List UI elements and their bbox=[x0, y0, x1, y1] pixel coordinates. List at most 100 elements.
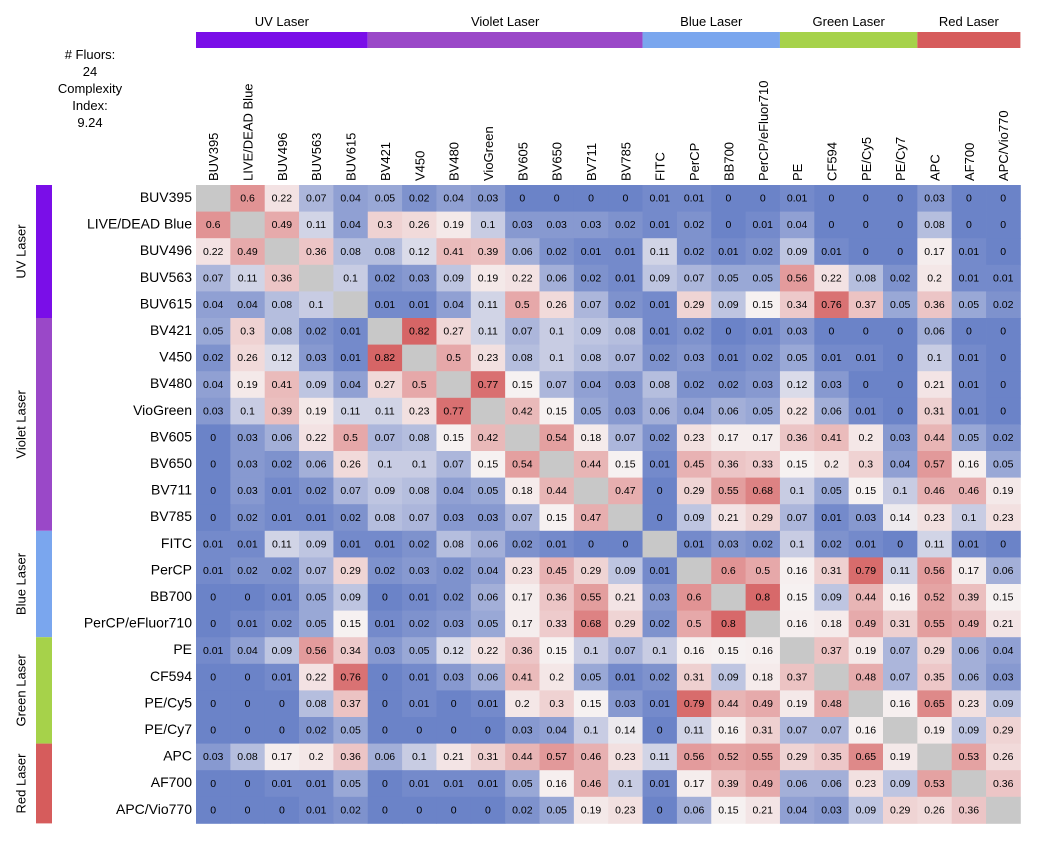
cell-value-label: 0 bbox=[382, 671, 388, 683]
heatmap-cell bbox=[917, 796, 953, 824]
heatmap-cell bbox=[608, 371, 643, 399]
heatmap-cell bbox=[470, 637, 506, 665]
cell-value-label: 0 bbox=[897, 326, 903, 338]
cell-value-label: 0.01 bbox=[306, 512, 327, 524]
cell-value-label: 0.12 bbox=[409, 246, 430, 258]
cell-value-label: 0.07 bbox=[890, 645, 911, 657]
column-label: AF700 bbox=[962, 143, 977, 181]
heatmap-cell bbox=[608, 477, 643, 505]
cell-value-label: 0.02 bbox=[581, 272, 602, 284]
cell-value-label: 0.01 bbox=[409, 671, 430, 683]
heatmap-cell bbox=[470, 504, 506, 532]
cell-value-label: 0.07 bbox=[615, 352, 636, 364]
heatmap-cell bbox=[333, 318, 369, 345]
heatmap-cell bbox=[470, 238, 506, 266]
heatmap-cell bbox=[539, 344, 575, 372]
heatmap-cell bbox=[402, 796, 437, 824]
heatmap-cell bbox=[539, 238, 575, 266]
heatmap-cell bbox=[573, 264, 609, 292]
heatmap-cell bbox=[986, 796, 1021, 824]
cell-value-label: 0.01 bbox=[959, 379, 980, 391]
heatmap-cell bbox=[951, 743, 987, 771]
cell-value-label: 0.23 bbox=[615, 804, 636, 816]
heatmap-cell bbox=[608, 530, 643, 558]
heatmap-cell bbox=[436, 743, 472, 771]
heatmap-cell bbox=[436, 211, 472, 239]
heatmap-cell bbox=[745, 504, 781, 532]
heatmap-cell bbox=[986, 211, 1021, 239]
cell-value-label: 0.76 bbox=[821, 299, 842, 311]
cell-value-label: 0.36 bbox=[340, 751, 361, 763]
cell-value-label: 0.01 bbox=[821, 352, 842, 364]
heatmap-cell bbox=[264, 238, 300, 266]
cell-value-label: 0.26 bbox=[993, 751, 1014, 763]
heatmap-cell bbox=[573, 743, 609, 771]
cell-value-label: 0.01 bbox=[650, 459, 671, 471]
heatmap-cell bbox=[230, 610, 266, 638]
row-label: PerCP/eFluor710 bbox=[84, 615, 192, 631]
cell-value-label: 0.03 bbox=[615, 405, 636, 417]
cell-value-label: 0.01 bbox=[546, 538, 567, 550]
cell-value-label: 0.6 bbox=[240, 193, 255, 205]
cell-value-label: 0 bbox=[657, 512, 663, 524]
cell-value-label: 0.19 bbox=[856, 645, 877, 657]
heatmap-cell bbox=[402, 344, 437, 372]
heatmap-cell bbox=[196, 557, 231, 585]
cell-value-label: 0 bbox=[829, 193, 835, 205]
heatmap-cell bbox=[196, 211, 231, 239]
heatmap-cell bbox=[333, 451, 369, 478]
heatmap-cell bbox=[814, 318, 850, 345]
cell-value-label: 0.03 bbox=[993, 671, 1014, 683]
cell-value-label: 0.15 bbox=[856, 485, 877, 497]
heatmap-cell bbox=[642, 637, 678, 665]
heatmap-cell bbox=[402, 637, 437, 665]
cell-value-label: 0.15 bbox=[546, 645, 567, 657]
heatmap-cell bbox=[505, 424, 540, 452]
cell-value-label: 0 bbox=[897, 219, 903, 231]
cell-value-label: 0.03 bbox=[375, 645, 396, 657]
heatmap-cell bbox=[642, 770, 678, 798]
heatmap-cell bbox=[264, 318, 300, 345]
cell-value-label: 0.56 bbox=[924, 565, 945, 577]
cell-value-label: 0 bbox=[1000, 352, 1006, 364]
cell-value-label: 0.47 bbox=[581, 512, 602, 524]
cell-value-label: 0 bbox=[382, 698, 388, 710]
heatmap-cell bbox=[470, 796, 506, 824]
heatmap-cell bbox=[779, 424, 815, 452]
cell-value-label: 0.36 bbox=[993, 778, 1014, 790]
heatmap-cell bbox=[402, 477, 437, 505]
heatmap-cell bbox=[711, 397, 746, 425]
heatmap-cell bbox=[196, 796, 231, 824]
cell-value-label: 0.21 bbox=[615, 592, 636, 604]
heatmap-cell bbox=[711, 477, 746, 505]
cell-value-label: 0.68 bbox=[581, 618, 602, 630]
cell-value-label: 0.08 bbox=[272, 299, 293, 311]
cell-value-label: 0.26 bbox=[409, 219, 430, 231]
cell-value-label: 0.06 bbox=[787, 778, 808, 790]
heatmap-cell bbox=[779, 211, 815, 239]
heatmap-cell bbox=[505, 185, 540, 212]
heatmap-cell bbox=[367, 743, 403, 771]
heatmap-cell bbox=[436, 477, 472, 505]
cell-value-label: 0.15 bbox=[718, 804, 739, 816]
cell-value-label: 0 bbox=[897, 193, 903, 205]
cell-value-label: 0.21 bbox=[753, 804, 774, 816]
cell-value-label: 0.08 bbox=[615, 326, 636, 338]
heatmap-cell bbox=[917, 397, 953, 425]
column-label: PerCP bbox=[687, 143, 702, 181]
heatmap-cell bbox=[608, 451, 643, 478]
cell-value-label: 0.05 bbox=[478, 485, 499, 497]
cell-value-label: 0.01 bbox=[581, 246, 602, 258]
heatmap-cell bbox=[230, 424, 266, 452]
heatmap-cell bbox=[676, 690, 712, 718]
heatmap-cell bbox=[333, 504, 369, 532]
cell-value-label: 0.02 bbox=[650, 671, 671, 683]
cell-value-label: 0.01 bbox=[443, 778, 464, 790]
fluors-value: 24 bbox=[82, 64, 98, 79]
column-label: LIVE/DEAD Blue bbox=[241, 83, 256, 181]
cell-value-label: 0.08 bbox=[375, 246, 396, 258]
heatmap-cell bbox=[436, 371, 472, 399]
cell-value-label: 0.46 bbox=[581, 778, 602, 790]
heatmap-cell bbox=[848, 344, 884, 372]
cell-value-label: 0.04 bbox=[203, 299, 224, 311]
